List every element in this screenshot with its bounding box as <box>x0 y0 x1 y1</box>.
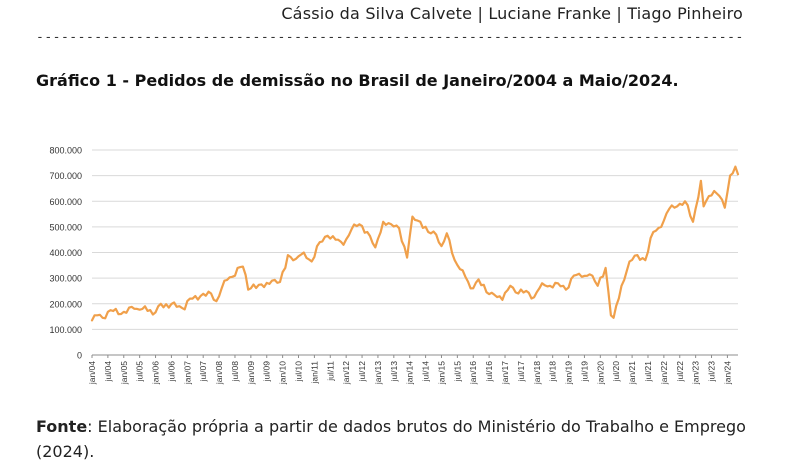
y-tick-label: 200.000 <box>49 299 82 309</box>
gridlines <box>92 149 738 330</box>
x-tick-label: jan/09 <box>246 361 256 385</box>
x-tick-label: jul/19 <box>579 361 589 383</box>
y-tick-label: 600.000 <box>49 197 82 207</box>
x-tick-label: jan/18 <box>532 361 542 385</box>
x-tick-label: jan/06 <box>151 361 161 385</box>
x-tick-label: jan/12 <box>341 361 351 385</box>
source-note: Fonte: Elaboração própria a partir de da… <box>36 414 746 464</box>
y-tick-label: 400.000 <box>49 248 82 258</box>
x-tick-label: jul/20 <box>611 361 621 383</box>
x-tick-label: jan/23 <box>691 361 701 385</box>
y-tick-label: 100.000 <box>49 325 82 335</box>
x-tick-label: jan/15 <box>436 361 446 385</box>
series-line <box>90 165 740 322</box>
x-tick-label: jan/16 <box>468 361 478 385</box>
x-tick-label: jan/13 <box>373 361 383 385</box>
y-tick-label: 300.000 <box>49 274 82 284</box>
source-label: Fonte <box>36 417 88 436</box>
line-chart: 0 100.000 200.000 300.000 400.000 500.000 600.… <box>49 146 740 385</box>
x-tick-label: jul/04 <box>103 361 113 383</box>
x-tick-label: jul/13 <box>389 361 399 383</box>
source-text: : Elaboração própria a partir de dados b… <box>36 417 746 461</box>
x-tick-label: jan/04 <box>87 361 97 385</box>
y-tick-label: 0 <box>77 351 82 361</box>
x-tick-label: jul/14 <box>421 361 431 383</box>
x-tick-label: jul/23 <box>707 361 717 383</box>
x-tick-label: jul/06 <box>166 361 176 383</box>
y-tick-label: 500.000 <box>49 222 82 232</box>
divider-line: ----------------------------------------… <box>36 30 743 45</box>
chart-title: Gráfico 1 - Pedidos de demissão no Brasi… <box>36 71 679 90</box>
x-tick-label: jan/19 <box>564 361 574 385</box>
x-tick-label: jan/21 <box>627 361 637 385</box>
x-tick-label: jul/11 <box>325 361 335 382</box>
y-tick-label: 700.000 <box>49 171 82 181</box>
x-axis-tick-labels: jan/04 jul/04 jan/05 jul/05 jan/06 jul/06 jan/… <box>87 355 732 385</box>
x-tick-label: jan/11 <box>309 361 319 385</box>
x-tick-label: jan/05 <box>119 361 129 385</box>
x-tick-label: jan/17 <box>500 361 510 385</box>
y-tick-label: 800.000 <box>49 146 82 156</box>
x-tick-label: jul/12 <box>357 361 367 383</box>
x-tick-label: jul/07 <box>198 361 208 383</box>
y-axis-tick-labels: 0 100.000 200.000 300.000 400.000 500.000 600.… <box>49 146 82 361</box>
x-tick-label: jul/05 <box>135 361 145 383</box>
x-tick-label: jul/16 <box>484 361 494 383</box>
data-series <box>90 165 740 322</box>
x-tick-label: jan/10 <box>278 361 288 385</box>
x-tick-label: jul/08 <box>230 361 240 383</box>
x-tick-label: jan/07 <box>182 361 192 385</box>
x-tick-label: jul/22 <box>675 361 685 383</box>
x-tick-label: jul/17 <box>516 361 526 383</box>
authors-line: Cássio da Silva Calvete | Luciane Franke… <box>281 4 743 23</box>
x-tick-label: jul/09 <box>262 361 272 383</box>
x-tick-label: jul/10 <box>294 361 304 383</box>
x-tick-label: jan/24 <box>722 361 732 385</box>
x-tick-label: jan/20 <box>595 361 605 385</box>
x-tick-label: jul/15 <box>452 361 462 383</box>
x-tick-label: jan/14 <box>405 361 415 385</box>
x-tick-label: jan/22 <box>659 361 669 385</box>
x-tick-label: jul/21 <box>643 361 653 383</box>
x-tick-label: jul/18 <box>548 361 558 383</box>
x-tick-label: jan/08 <box>214 361 224 385</box>
